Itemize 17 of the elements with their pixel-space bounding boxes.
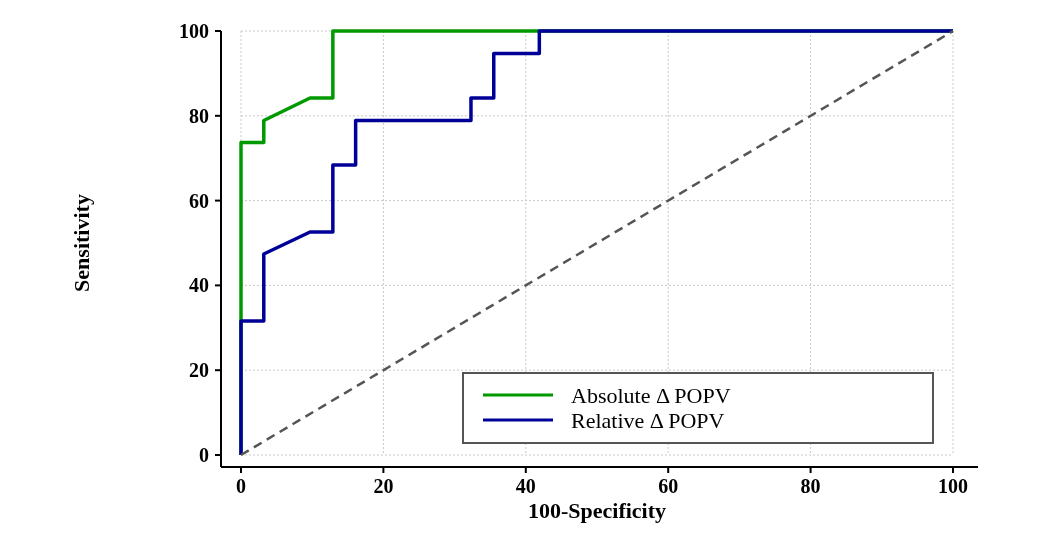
x-tick-label: 60 [658, 475, 679, 497]
y-axis-title: Sensitivity [69, 194, 94, 292]
y-tick-label: 40 [189, 274, 209, 297]
x-tick-label: 20 [373, 475, 394, 497]
y-tick-label: 60 [189, 189, 209, 212]
y-tick-label: 100 [179, 20, 209, 42]
y-tick-label: 0 [199, 444, 209, 466]
line-series [239, 29, 955, 457]
y-tick-label: 20 [189, 359, 209, 382]
x-tick-label: 100 [938, 475, 968, 497]
x-tick-label: 0 [236, 475, 246, 497]
legend-label: Absolute Δ POPV [571, 382, 731, 408]
x-tick-label: 40 [515, 475, 536, 497]
x-axis-title: 100-Specificity [527, 498, 667, 523]
legend-label: Relative Δ POPV [571, 407, 725, 433]
x-tick-label: 80 [800, 475, 821, 497]
y-tick-label: 80 [189, 104, 209, 127]
